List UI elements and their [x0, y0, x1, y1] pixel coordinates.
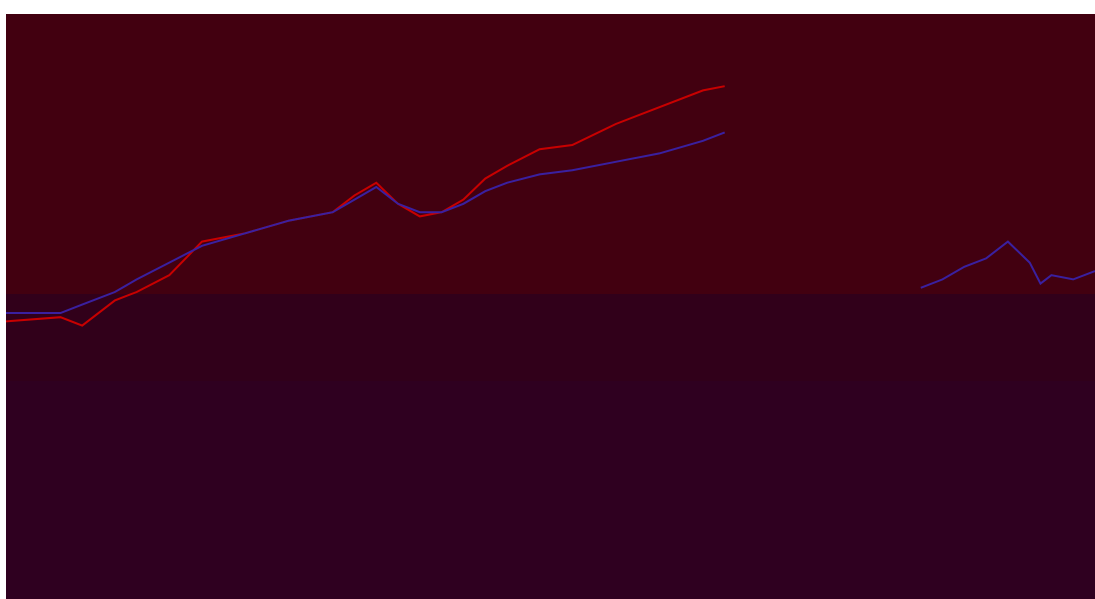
background-band-top [6, 14, 1095, 294]
chart-title [500, 2, 590, 22]
background-band-bottom [6, 381, 1095, 599]
background-band-middle [6, 294, 1095, 381]
